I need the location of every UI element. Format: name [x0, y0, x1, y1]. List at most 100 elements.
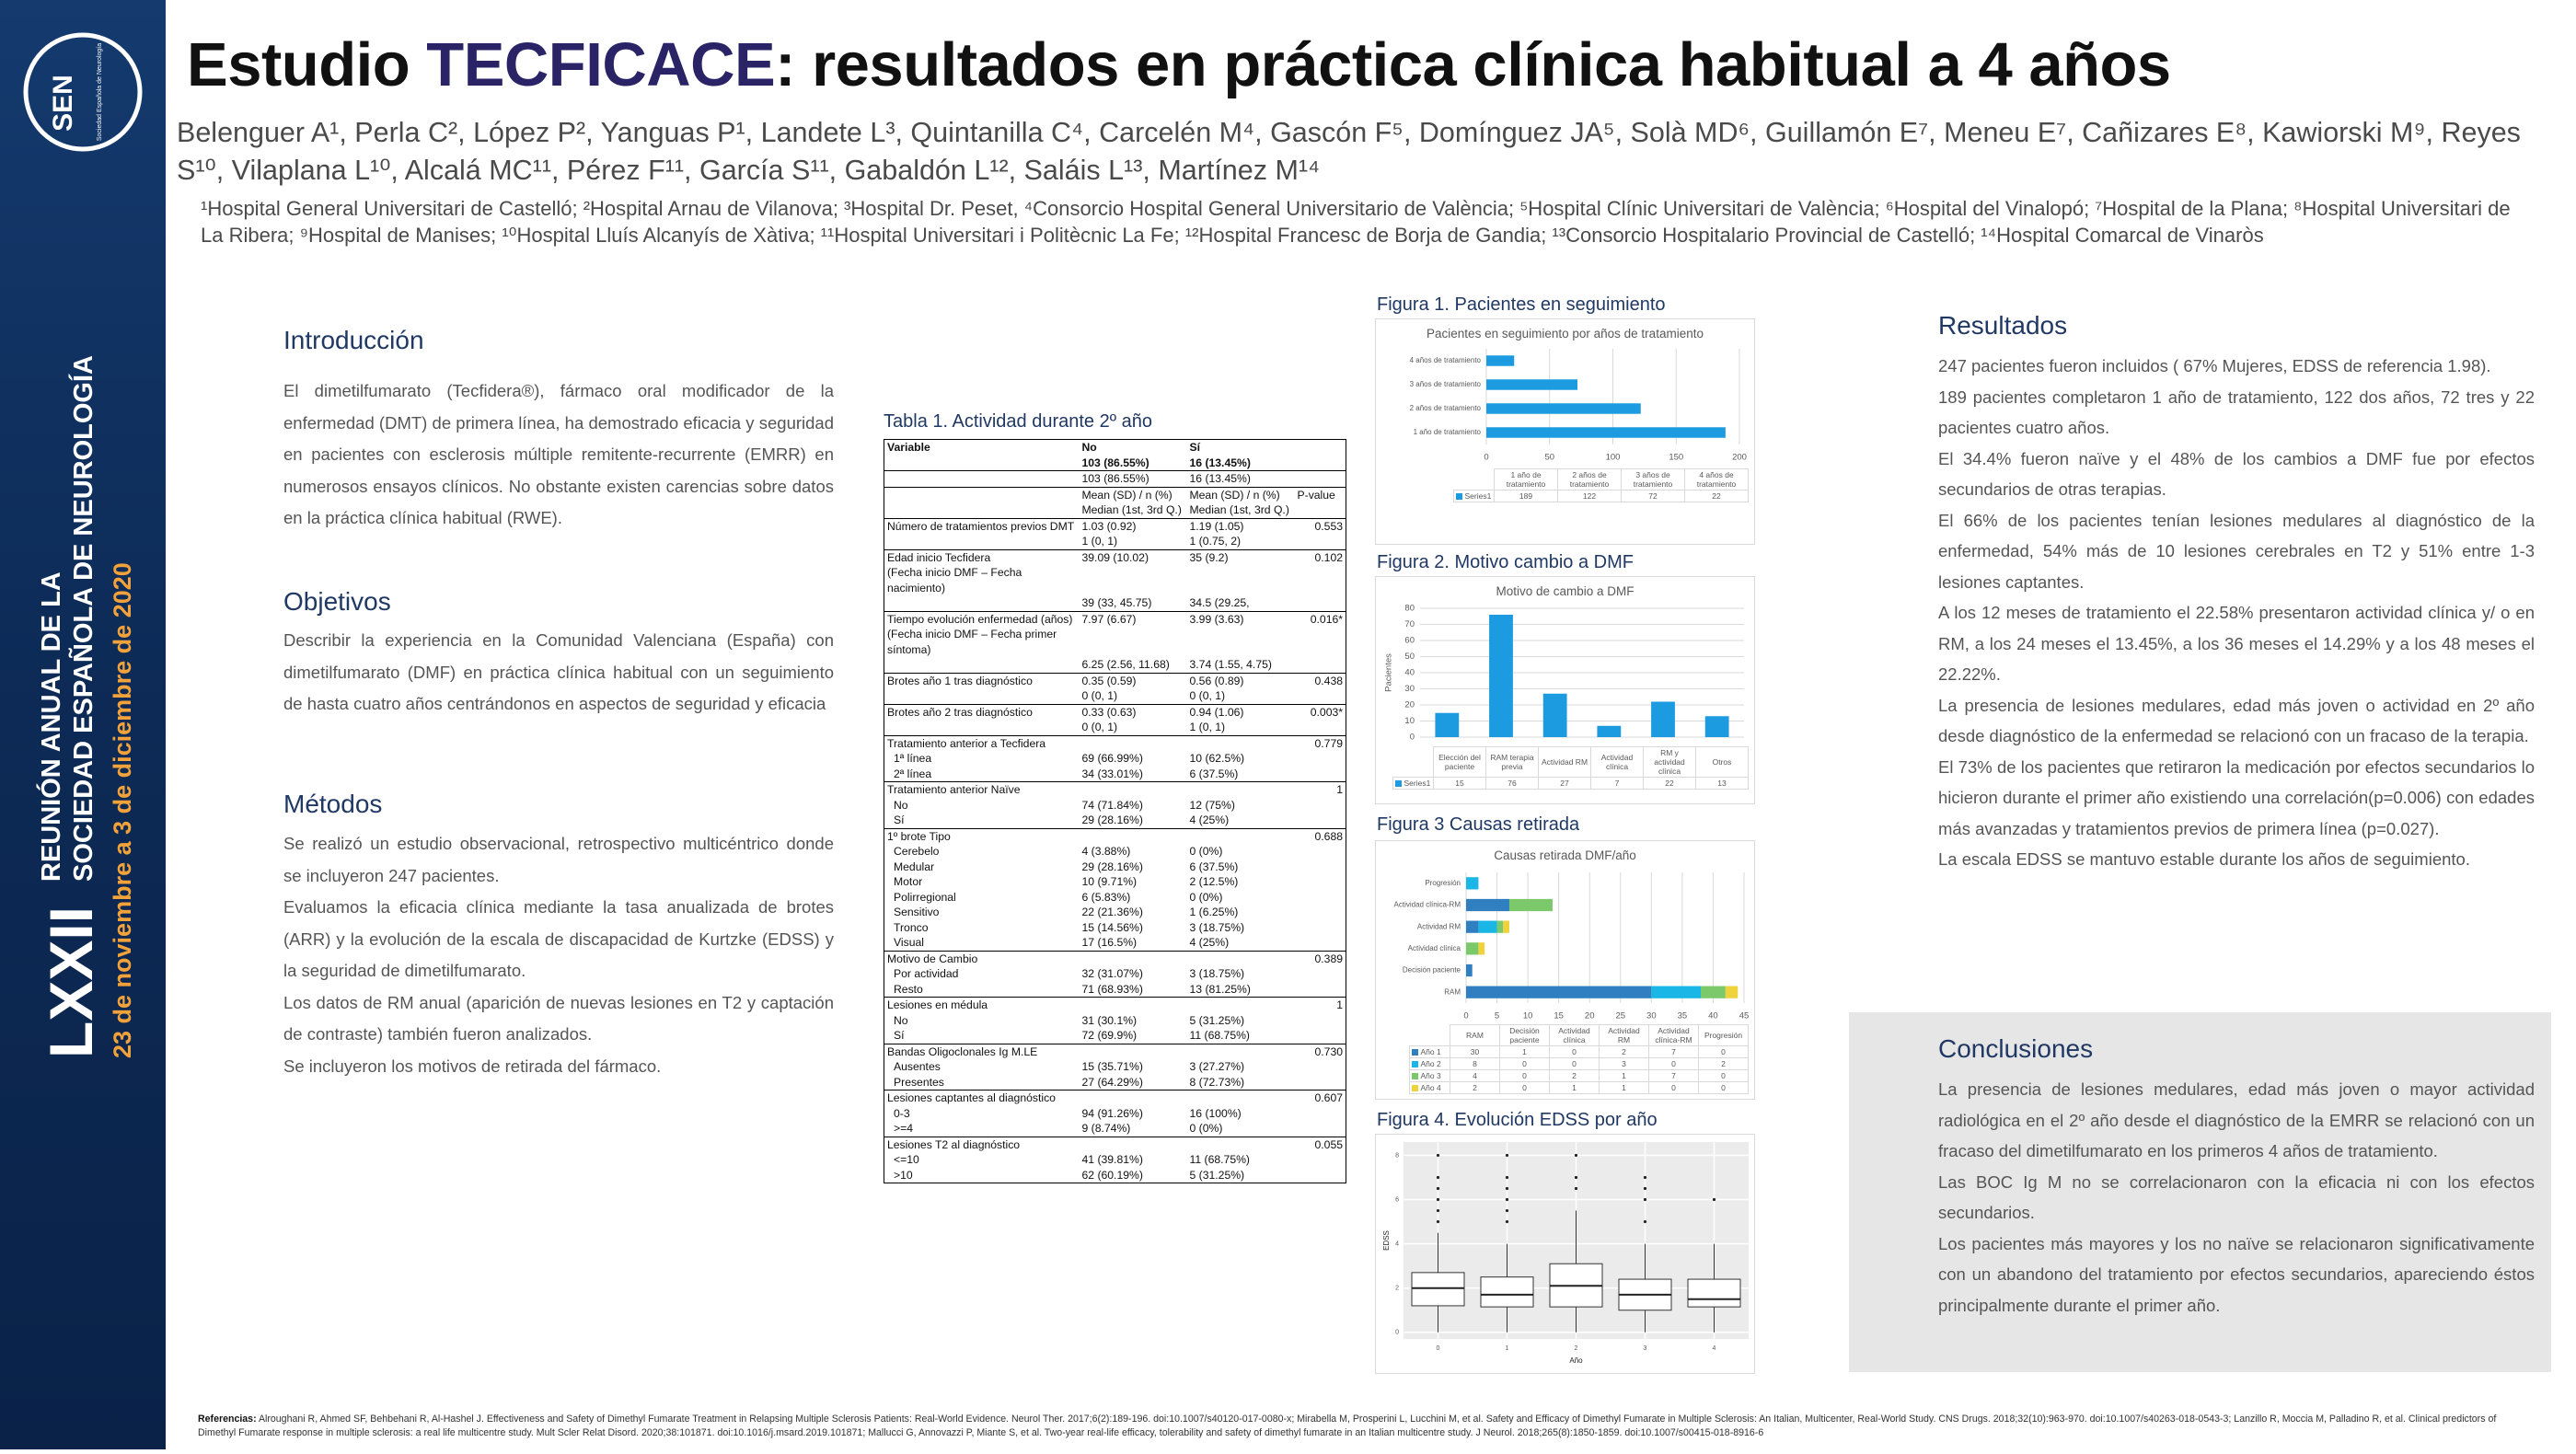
table-cell: Por actividad — [894, 967, 959, 980]
paragraph: Los datos de RM anual (aparición de nuev… — [283, 992, 834, 1044]
logo-text: SEN — [48, 75, 78, 132]
paragraph: La presencia de lesiones medulares, edad… — [1938, 1079, 2535, 1160]
y-tick-label: 80 — [1404, 604, 1415, 614]
bar-segment — [1466, 964, 1473, 977]
table-cell: Polirregional — [894, 890, 956, 904]
header-label: No — [1081, 441, 1097, 454]
chart: 0 2 4 6 8 0 1 2 3 4 Año EDSS — [1382, 1142, 1749, 1365]
table-cell — [1295, 1013, 1346, 1029]
table-row: >=4 9 (8.74%) 0 (0%) — [884, 1121, 1346, 1137]
legend-label: Año 4 — [1420, 1083, 1441, 1092]
table-cell: 3 (27.27%) — [1189, 1060, 1245, 1073]
table-cell: 7.97 (6.67) 6.25 (2.56, 11.68) — [1079, 610, 1187, 673]
table-cell — [1295, 920, 1346, 936]
chart-table-header-cell: Decisión paciente — [1499, 1024, 1550, 1046]
table-row: No 31 (30.1%) 5 (31.25%) — [884, 1013, 1346, 1029]
chart-table-cell — [1409, 1025, 1450, 1046]
table-cell: >10 — [894, 1168, 913, 1182]
table-cell — [1295, 966, 1346, 982]
table-cell: 17 (16.5%) — [1081, 936, 1138, 949]
chart: 0 10 20 30 40 50 60 70 80 Pacientes — [1384, 604, 1744, 743]
table-cell: 0-3 — [894, 1106, 910, 1120]
table-cell: 34 (33.01%) — [1081, 767, 1143, 780]
chart: 0 5 10 15 20 25 30 35 40 45 RAM Decisión paciente Ac… — [1394, 872, 1749, 1021]
box — [1687, 1278, 1741, 1308]
table-row: 1ª línea 69 (66.99%) 10 (62.5%) — [884, 751, 1346, 767]
table-cell — [1295, 798, 1346, 814]
table-cell: 1 — [1294, 781, 1346, 798]
congress-line: SOCIEDAD ESPAÑOLA DE NEUROLOGÍA — [67, 355, 98, 882]
bar-segment — [1466, 942, 1479, 955]
paragraph: Las BOC Ig M no se correlacionaron con l… — [1938, 1171, 2535, 1223]
table-cell: 29 (28.16%) — [1081, 814, 1143, 826]
category-label: Decisión paciente — [1403, 966, 1461, 975]
congress-line: REUNIÓN ANUAL DE LA — [35, 571, 66, 882]
table-row: 0-3 94 (91.26%) 16 (100%) — [884, 1106, 1346, 1122]
table-cell: 0.055 — [1294, 1136, 1346, 1152]
sidebar: SEN Sociedad Española de Neurología LXXI… — [0, 0, 166, 1449]
table-row: Tratamiento anterior Naïve 1 — [884, 781, 1346, 798]
bar-segment — [1466, 898, 1509, 912]
table-cell: 2 (12.5%) — [1189, 875, 1239, 888]
x-tick-label: 100 — [1606, 453, 1621, 463]
references-text: Alroughani R, Ahmed SF, Behbehani R, Al-… — [198, 1414, 2497, 1438]
table-row: Por actividad 32 (31.07%) 3 (18.75%) — [884, 966, 1346, 982]
figure-caption: Figura 1. Pacientes en seguimiento — [1377, 294, 1666, 315]
figure-caption: Figura 3 Causas retirada — [1377, 814, 1580, 835]
paragraph: Se realizó un estudio observacional, ret… — [283, 834, 834, 885]
table-cell: Bandas Oligoclonales Ig M.LE — [884, 1043, 1080, 1059]
y-axis-label: Pacientes — [1384, 653, 1394, 692]
x-tick-label: 50 — [1544, 453, 1554, 463]
x-tick-label: 10 — [1523, 1011, 1533, 1021]
table-cell: 71 (68.93%) — [1081, 982, 1143, 996]
table-cell — [1295, 1106, 1346, 1122]
table-cell — [1295, 860, 1346, 875]
table-cell: 69 (66.99%) — [1081, 752, 1143, 765]
table-cell: 3 (18.75%) — [1189, 967, 1245, 980]
legend-label: Año 3 — [1420, 1071, 1441, 1080]
outlier — [1505, 1208, 1509, 1213]
chart-table-header-cell: Otros — [1695, 746, 1749, 778]
outlier — [1574, 1153, 1578, 1158]
outlier — [1436, 1197, 1440, 1202]
chart-table-value: 2 — [1599, 1045, 1649, 1058]
bar-segment — [1466, 986, 1652, 998]
chart-data-table: RAM Decisión paciente Actividad clínica Act… — [1408, 1024, 1749, 1094]
table-row: <=10 41 (39.81%) 11 (68.75%) — [884, 1152, 1346, 1168]
x-tick-label: 0 — [1463, 1011, 1468, 1021]
chart-table-value: 189 — [1494, 490, 1558, 502]
y-tick-label: 0 — [1395, 1330, 1399, 1336]
table-cell: 11 (68.75%) — [1189, 1153, 1251, 1166]
legend-label: Año 1 — [1420, 1047, 1441, 1056]
chart-table-value: 0 — [1698, 1081, 1749, 1094]
chart-table-value: 22 — [1643, 777, 1696, 790]
table-cell: 5 (31.25%) — [1189, 1013, 1245, 1027]
outlier — [1436, 1153, 1440, 1158]
chart-table-cell — [1453, 469, 1495, 490]
x-tick-label: 35 — [1678, 1011, 1688, 1021]
bar-segment — [1478, 942, 1485, 955]
table-cell: 0 (0%) — [1189, 890, 1223, 904]
table-cell: 2ª línea — [894, 767, 932, 780]
congress-dates: 23 de noviembre a 3 de diciembre de 2020 — [109, 562, 136, 1058]
chart-table-header-cell: RAM terapia previa — [1485, 746, 1539, 778]
chart-table-row: Series1 15 76 27 7 22 13 — [1392, 777, 1749, 790]
header-row: Variable No 103 (86.55%) Sí 16 (13.45%) — [884, 440, 1346, 471]
outlier — [1436, 1175, 1440, 1180]
paragraph: La presencia de lesiones medulares, edad… — [1938, 695, 2535, 746]
table-cell — [1186, 1136, 1295, 1152]
chart-table-header: Elección del paciente RAM terapia previa A… — [1392, 746, 1749, 778]
x-tick-label: 25 — [1615, 1011, 1625, 1021]
chart-table-value: 0 — [1698, 1045, 1749, 1058]
table-cell: 0 (0%) — [1189, 1122, 1223, 1135]
table-cell: 0.102 — [1294, 548, 1346, 611]
chart-table-value: 2 — [1450, 1081, 1500, 1094]
y-tick-label: 10 — [1404, 716, 1415, 726]
table-cell — [1079, 950, 1187, 966]
table-cell: 1º brote Tipo — [884, 827, 1080, 844]
table-row: >10 62 (60.19%) 5 (31.25%) — [884, 1168, 1346, 1183]
table-row: Sí 72 (69.9%) 11 (68.75%) — [884, 1028, 1346, 1044]
category-label: RAM — [1444, 987, 1461, 996]
table-cell: 1ª línea — [894, 752, 932, 765]
table-row: 2ª línea 34 (33.01%) 6 (37.5%) — [884, 767, 1346, 782]
